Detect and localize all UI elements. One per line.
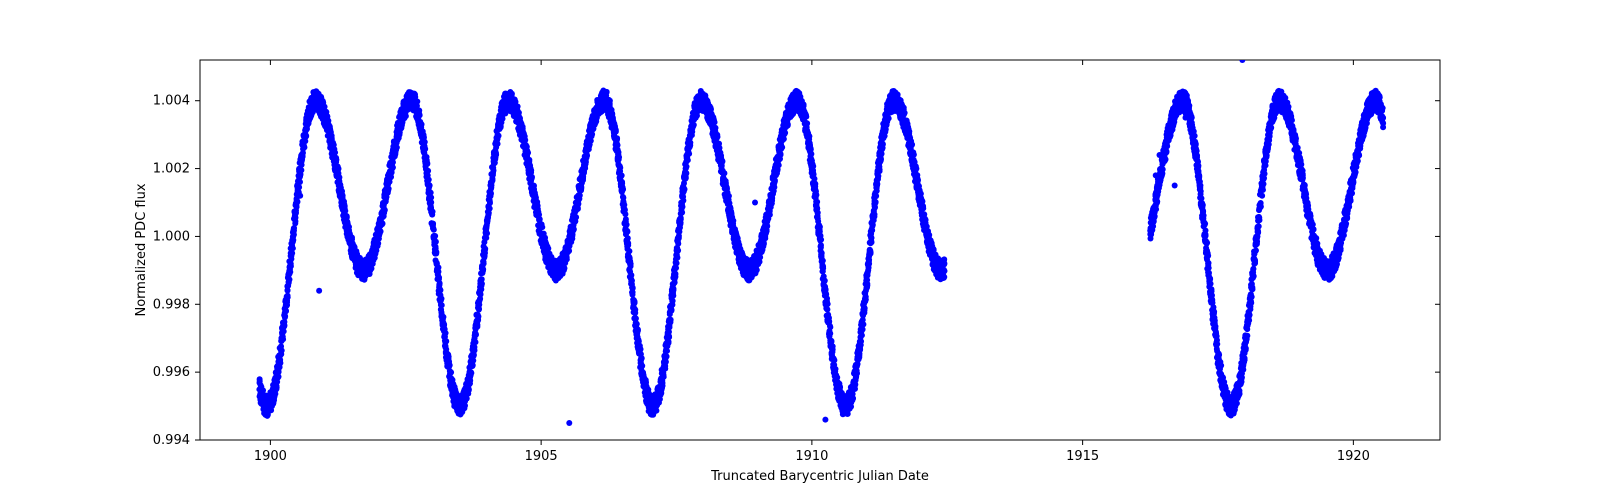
svg-text:Truncated Barycentric Julian D: Truncated Barycentric Julian Date	[710, 469, 929, 484]
svg-text:0.996: 0.996	[153, 365, 190, 380]
svg-text:0.994: 0.994	[153, 433, 190, 448]
svg-text:1905: 1905	[525, 449, 558, 464]
svg-text:1920: 1920	[1337, 449, 1370, 464]
svg-text:Normalized PDC flux: Normalized PDC flux	[134, 183, 149, 316]
lightcurve-chart: 1900 1905 1910 1915 1920 0.994 0.996 0.998 1.000…	[0, 0, 1600, 500]
svg-text:1910: 1910	[795, 449, 828, 464]
svg-text:1.004: 1.004	[153, 94, 190, 109]
svg-text:1900: 1900	[254, 449, 287, 464]
chart-svg: 1900 1905 1910 1915 1920 0.994 0.996 0.998 1.000…	[0, 0, 1600, 500]
svg-text:0.998: 0.998	[153, 297, 190, 312]
svg-text:1.002: 1.002	[153, 162, 190, 177]
svg-text:1915: 1915	[1066, 449, 1099, 464]
svg-text:1.000: 1.000	[153, 229, 190, 244]
